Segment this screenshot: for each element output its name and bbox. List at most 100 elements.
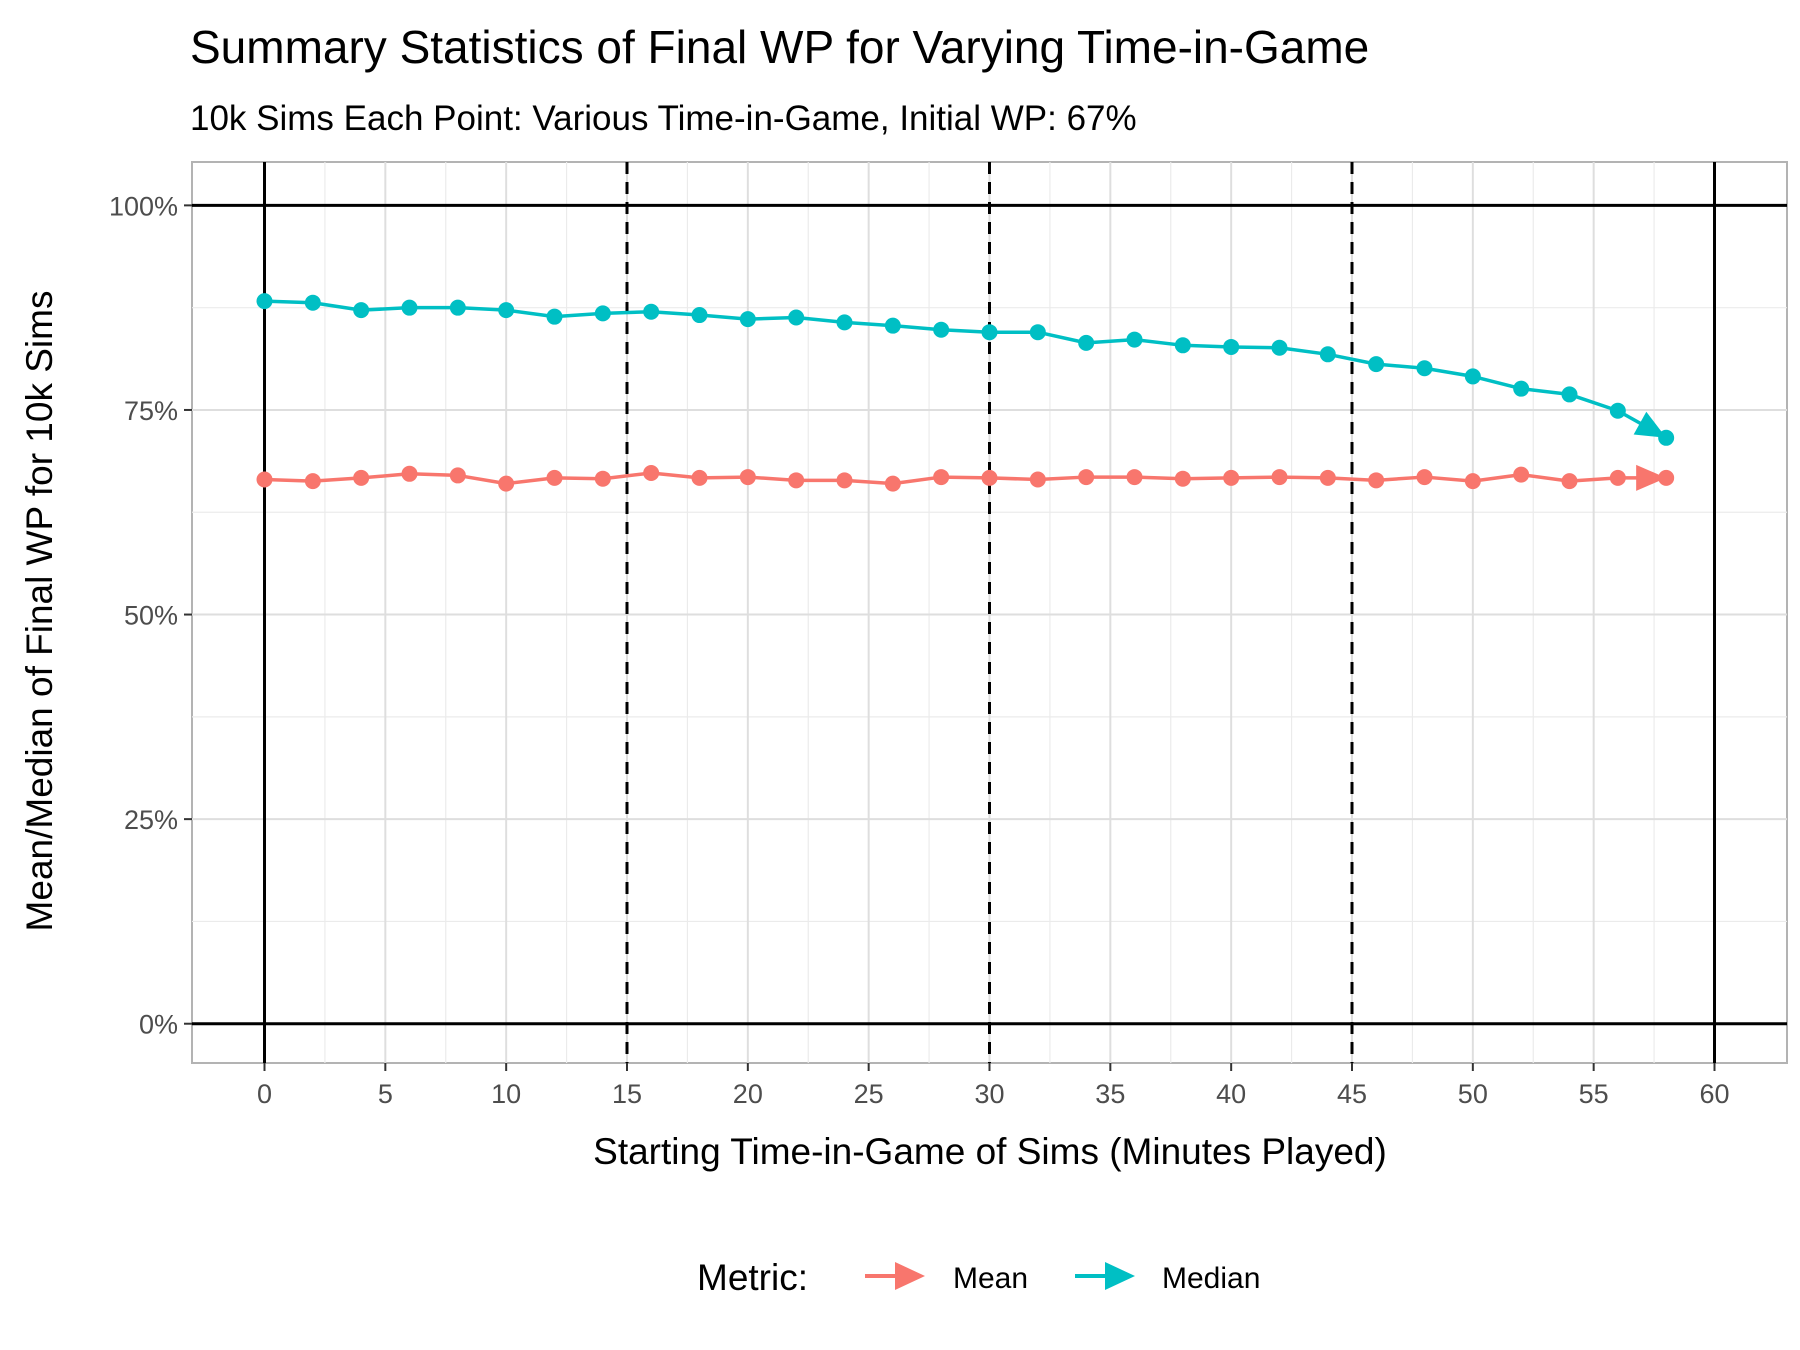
data-point-median <box>739 311 756 328</box>
x-tick-label: 30 <box>974 1079 1004 1109</box>
data-point-mean <box>449 467 466 484</box>
x-axis-ticks: 0 5 10 15 20 25 30 35 40 45 50 55 60 <box>257 1063 1730 1109</box>
x-tick-label: 5 <box>378 1079 393 1109</box>
x-tick-label: 55 <box>1579 1079 1609 1109</box>
x-axis-title: Starting Time-in-Game of Sims (Minutes P… <box>593 1131 1387 1172</box>
data-point-mean <box>1416 469 1433 486</box>
data-point-median <box>256 293 273 310</box>
data-point-median <box>353 302 370 319</box>
legend-item-median: Median <box>1075 1262 1260 1295</box>
data-point-mean <box>933 469 950 486</box>
x-tick-label: 20 <box>733 1079 763 1109</box>
data-point-median <box>1078 334 1095 351</box>
data-point-median <box>981 324 998 341</box>
data-point-median <box>1368 356 1385 373</box>
data-point-mean <box>498 475 515 492</box>
x-tick-label: 45 <box>1337 1079 1367 1109</box>
chart-subtitle: 10k Sims Each Point: Various Time-in-Gam… <box>190 99 1137 138</box>
data-point-median <box>788 309 805 326</box>
data-point-mean <box>1126 469 1143 486</box>
data-point-median <box>401 299 418 316</box>
data-point-median <box>304 294 321 311</box>
data-point-mean <box>1513 466 1530 483</box>
y-tick-label: 50% <box>124 601 178 631</box>
data-point-mean <box>1174 470 1191 487</box>
data-point-median <box>1609 402 1626 419</box>
data-point-mean <box>643 464 660 481</box>
legend-title: Metric: <box>697 1257 808 1298</box>
legend-label-median: Median <box>1162 1262 1260 1295</box>
reference-lines <box>192 162 1787 1063</box>
data-point-median <box>1658 429 1675 446</box>
legend-item-mean: Mean <box>865 1262 1028 1295</box>
data-point-median <box>933 321 950 338</box>
data-point-mean <box>691 469 708 486</box>
x-tick-label: 10 <box>491 1079 521 1109</box>
data-point-median <box>1126 331 1143 348</box>
data-point-mean <box>256 471 273 488</box>
x-tick-label: 25 <box>854 1079 884 1109</box>
data-point-median <box>594 305 611 322</box>
data-point-mean <box>739 469 756 486</box>
data-point-mean <box>594 470 611 487</box>
data-point-mean <box>981 469 998 486</box>
data-point-mean <box>546 469 563 486</box>
y-tick-label: 100% <box>109 191 178 221</box>
legend: Metric: Mean Median <box>697 1257 1260 1298</box>
data-point-median <box>884 317 901 334</box>
data-point-mean <box>1464 473 1481 490</box>
series-mean <box>256 464 1675 492</box>
data-point-mean <box>1609 469 1626 486</box>
data-point-mean <box>1029 471 1046 488</box>
legend-key-median <box>1075 1262 1135 1290</box>
data-point-mean <box>1658 469 1675 486</box>
data-point-mean <box>1368 472 1385 489</box>
data-point-mean <box>304 473 321 490</box>
x-tick-label: 60 <box>1699 1079 1729 1109</box>
legend-key-mean <box>865 1262 925 1290</box>
data-point-median <box>1464 368 1481 385</box>
data-point-mean <box>1319 469 1336 486</box>
data-point-median <box>836 314 853 331</box>
y-tick-label: 25% <box>124 805 178 835</box>
data-point-median <box>546 308 563 325</box>
data-point-median <box>1029 324 1046 341</box>
y-tick-label: 75% <box>124 396 178 426</box>
data-point-mean <box>1561 473 1578 490</box>
y-axis-ticks: 0% 25% 50% 75% 100% <box>109 191 192 1040</box>
data-point-median <box>691 307 708 324</box>
series-arrowhead-median <box>1633 411 1667 438</box>
data-point-mean <box>836 472 853 489</box>
x-tick-label: 35 <box>1095 1079 1125 1109</box>
series-line-median <box>264 299 1668 440</box>
data-point-median <box>1223 338 1240 355</box>
data-point-mean <box>353 469 370 486</box>
y-tick-label: 0% <box>139 1010 178 1040</box>
data-point-median <box>498 302 515 319</box>
x-tick-label: 50 <box>1458 1079 1488 1109</box>
legend-key-arrowhead <box>1105 1262 1135 1290</box>
data-point-median <box>1513 380 1530 397</box>
chart-title: Summary Statistics of Final WP for Varyi… <box>190 21 1369 73</box>
data-point-median <box>1174 337 1191 354</box>
data-point-mean <box>1078 469 1095 486</box>
x-tick-label: 40 <box>1216 1079 1246 1109</box>
data-point-median <box>1271 339 1288 356</box>
x-tick-label: 15 <box>612 1079 642 1109</box>
series-line-mean <box>264 471 1667 486</box>
data-point-mean <box>884 475 901 492</box>
y-axis-title: Mean/Median of Final WP for 10k Sims <box>19 291 60 932</box>
data-point-median <box>643 303 660 320</box>
series-median <box>256 293 1675 446</box>
legend-label-mean: Mean <box>953 1262 1028 1295</box>
data-point-median <box>1319 346 1336 363</box>
data-point-mean <box>1223 469 1240 486</box>
data-point-mean <box>401 465 418 482</box>
data-point-median <box>1416 360 1433 377</box>
data-point-mean <box>788 472 805 489</box>
x-tick-label: 0 <box>257 1079 272 1109</box>
series-arrowhead-mean <box>1636 464 1667 491</box>
grid-minor <box>192 162 1787 1063</box>
series-layer <box>256 293 1675 492</box>
